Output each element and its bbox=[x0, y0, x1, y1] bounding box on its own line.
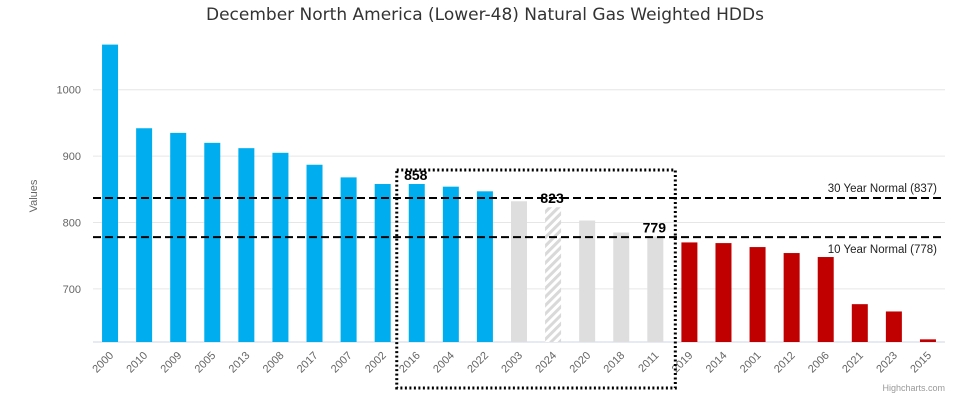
credits-link[interactable]: Highcharts.com bbox=[882, 383, 945, 393]
x-tick-label: 2016 bbox=[397, 350, 423, 376]
y-axis-ticks: 700 800 900 1000 bbox=[57, 85, 81, 296]
x-tick-label: 2017 bbox=[295, 350, 321, 376]
x-tick-label: 2021 bbox=[840, 350, 866, 376]
bar-2002[interactable] bbox=[374, 184, 391, 342]
x-tick-label: 2007 bbox=[329, 350, 355, 376]
bar-2005[interactable] bbox=[204, 142, 221, 342]
x-tick-label: 2002 bbox=[363, 350, 389, 376]
x-tick-label: 2018 bbox=[602, 350, 628, 376]
x-tick-label: 2001 bbox=[738, 350, 764, 376]
bar-2021[interactable] bbox=[851, 304, 868, 342]
x-tick-label: 2003 bbox=[499, 350, 525, 376]
bar-2014[interactable] bbox=[715, 243, 732, 342]
x-tick-label: 2023 bbox=[874, 350, 900, 376]
reference-line-label: 30 Year Normal (837) bbox=[828, 183, 937, 195]
reference-lines: 30 Year Normal (837) 10 Year Normal (778) bbox=[93, 183, 945, 256]
x-tick-label: 2014 bbox=[704, 350, 730, 376]
y-tick-label: 800 bbox=[63, 218, 81, 230]
x-tick-label: 2010 bbox=[124, 350, 150, 376]
x-tick-label: 2011 bbox=[636, 350, 661, 375]
x-tick-label: 2004 bbox=[431, 350, 457, 376]
bar-2007[interactable] bbox=[340, 177, 357, 342]
callout-labels: 858 823 779 bbox=[404, 167, 666, 235]
chart-title: December North America (Lower-48) Natura… bbox=[206, 5, 764, 25]
bar-2020[interactable] bbox=[579, 220, 596, 342]
callout-label: 779 bbox=[643, 219, 667, 235]
y-tick-label: 900 bbox=[63, 151, 81, 163]
x-tick-label: 2000 bbox=[90, 350, 116, 376]
bar-2000[interactable] bbox=[102, 44, 119, 343]
bar-series bbox=[102, 44, 936, 343]
bar-2024[interactable] bbox=[545, 207, 562, 342]
bar-2011[interactable] bbox=[647, 236, 664, 342]
bar-2023[interactable] bbox=[885, 311, 902, 342]
bar-2004[interactable] bbox=[442, 186, 459, 342]
bar-2001[interactable] bbox=[749, 247, 766, 342]
y-axis-label: Values bbox=[28, 179, 40, 212]
x-tick-label: 2006 bbox=[806, 350, 832, 376]
x-tick-label: 2013 bbox=[227, 350, 253, 376]
reference-line-label: 10 Year Normal (778) bbox=[828, 244, 937, 256]
x-tick-label: 2008 bbox=[261, 350, 287, 376]
bar-2019[interactable] bbox=[681, 242, 698, 342]
bar-2017[interactable] bbox=[306, 164, 323, 342]
x-tick-label: 2005 bbox=[193, 350, 219, 376]
bar-2010[interactable] bbox=[136, 128, 153, 342]
y-tick-label: 1000 bbox=[57, 85, 81, 97]
bar-2012[interactable] bbox=[783, 253, 800, 342]
bar-2003[interactable] bbox=[511, 201, 527, 342]
x-tick-label: 2020 bbox=[567, 350, 593, 376]
bar-2008[interactable] bbox=[272, 152, 289, 342]
highlight-box bbox=[395, 168, 677, 390]
bar-2016[interactable] bbox=[408, 184, 425, 342]
y-tick-label: 700 bbox=[63, 284, 81, 296]
bar-2015[interactable] bbox=[919, 339, 936, 342]
bar-2018[interactable] bbox=[613, 232, 630, 342]
x-tick-label: 2024 bbox=[533, 350, 559, 376]
x-tick-label: 2012 bbox=[772, 350, 798, 376]
x-tick-label: 2022 bbox=[465, 350, 491, 376]
callout-label: 858 bbox=[404, 167, 428, 183]
x-tick-label: 2019 bbox=[670, 350, 696, 376]
x-tick-label: 2009 bbox=[159, 350, 185, 376]
bar-2006[interactable] bbox=[817, 257, 834, 342]
x-tick-label: 2015 bbox=[908, 350, 934, 376]
x-axis-ticks: 2000 2010 2009 2005 2013 2008 2017 2007 2002 2016… bbox=[90, 350, 934, 376]
callout-label: 823 bbox=[540, 190, 564, 206]
bar-2022[interactable] bbox=[476, 191, 493, 342]
bar-2013[interactable] bbox=[238, 148, 255, 342]
